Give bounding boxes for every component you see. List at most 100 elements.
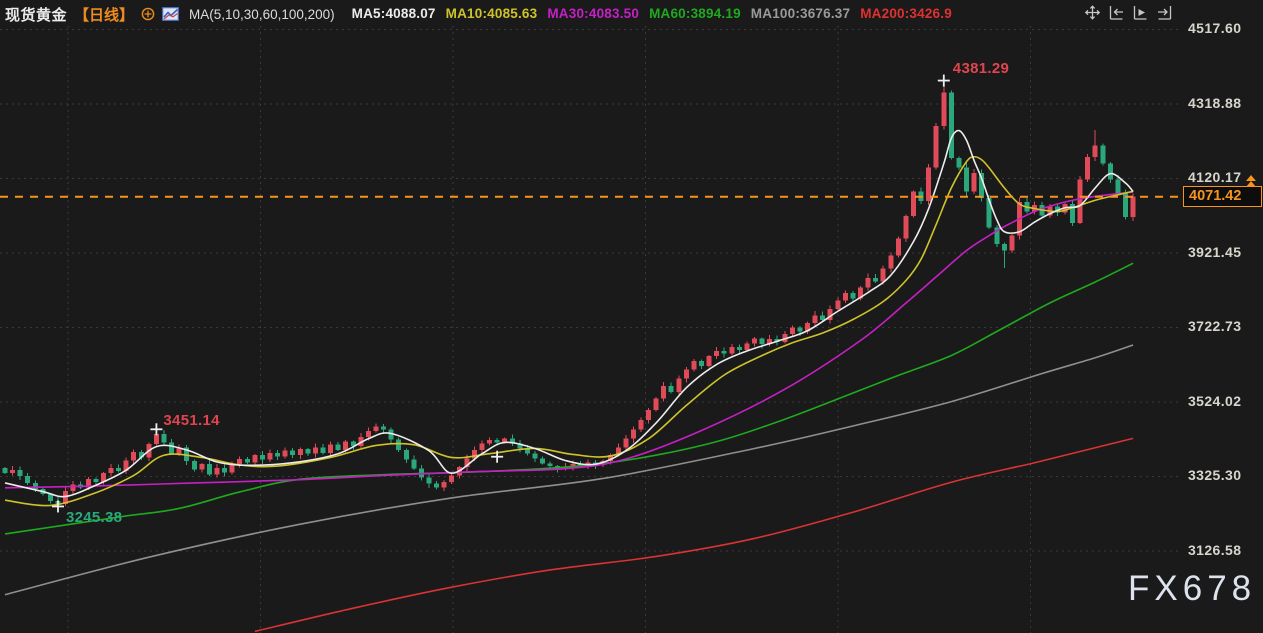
play-forward-icon[interactable]: [1131, 4, 1149, 20]
price-axis[interactable]: 4517.60 4318.88 4120.17 3921.45 3722.73 3524.…: [1188, 0, 1263, 633]
last-price-tag: 4071.42: [1183, 174, 1262, 207]
candle-body: [373, 426, 379, 432]
candle-body: [1001, 244, 1007, 251]
candle-body: [1115, 179, 1121, 194]
candle-body: [153, 434, 159, 444]
candle-body: [365, 431, 371, 438]
candle-body: [237, 458, 243, 465]
candle-body: [169, 442, 175, 454]
candle-body: [2, 467, 8, 473]
candle-body: [623, 438, 629, 448]
candle-body: [903, 216, 909, 239]
candle-body: [789, 327, 795, 335]
candle-body: [403, 449, 409, 460]
candle-body: [805, 322, 811, 332]
axis-tick-label: 4318.88: [1188, 94, 1242, 111]
candle-body: [676, 378, 682, 393]
candle-body: [850, 292, 856, 299]
candle-body: [320, 447, 326, 453]
candle-body: [842, 292, 848, 301]
candle-body: [956, 157, 962, 168]
chart-toolbar: [1083, 4, 1173, 20]
candle-body: [138, 452, 144, 458]
ma-value-ma30: MA30:4083.50: [547, 6, 640, 21]
candle-body: [699, 361, 705, 366]
axis-tick-label: 3524.02: [1188, 392, 1242, 409]
candle-body: [744, 343, 750, 350]
ma-line-ma10: [4, 155, 1134, 507]
candle-body: [736, 347, 742, 350]
candle-body: [434, 483, 440, 488]
candle-body: [494, 439, 500, 443]
candle-body: [335, 444, 341, 450]
candle-body: [835, 300, 841, 310]
candle-body: [297, 449, 303, 455]
ma-line-ma5: [4, 129, 1134, 498]
candle-body: [797, 327, 803, 332]
ma-formula-label: MA(5,10,30,60,100,200): [189, 6, 335, 22]
watermark: FX678: [1128, 569, 1257, 608]
candle-body: [827, 309, 833, 321]
candle-body: [282, 450, 288, 457]
candle-body: [532, 453, 538, 459]
candle-body: [979, 172, 985, 199]
candle-body: [176, 447, 182, 454]
candle-body: [911, 191, 917, 217]
ma-value-ma100: MA100:3676.37: [750, 6, 851, 21]
jump-to-latest-icon[interactable]: [1155, 4, 1173, 20]
candle-body: [1070, 204, 1076, 223]
candle-body: [926, 167, 932, 202]
candle-body: [873, 277, 879, 282]
ma-value-ma60: MA60:3894.19: [649, 6, 741, 21]
candle-body: [880, 268, 886, 282]
candle-body: [865, 277, 871, 288]
candle-body: [100, 473, 106, 483]
candle-body: [646, 409, 652, 420]
ma-line-ma100: [4, 344, 1134, 596]
candle-body: [858, 287, 864, 299]
candle-body: [388, 429, 394, 440]
candle-body: [25, 476, 31, 483]
price-up-arrow-icon: [1246, 180, 1256, 187]
candle-body: [994, 227, 1000, 245]
candle-body: [888, 255, 894, 269]
candle-body: [517, 443, 523, 449]
candle-body: [381, 426, 387, 430]
candle-body: [116, 467, 122, 471]
candle-body: [252, 455, 258, 463]
candle-body: [608, 454, 614, 462]
last-price-value: 4071.42: [1189, 187, 1242, 204]
chart-type-icon[interactable]: [162, 7, 179, 21]
candle-body: [668, 386, 674, 393]
candle-body: [131, 452, 137, 461]
candle-body: [229, 464, 235, 473]
symbol-title: 现货黄金: [5, 6, 68, 24]
candle-body: [1130, 196, 1136, 217]
candle-body: [244, 458, 250, 463]
add-circle-icon[interactable]: [141, 7, 155, 21]
candle-body: [729, 347, 735, 354]
candle-body: [752, 338, 758, 344]
candle-body: [85, 479, 91, 488]
move-icon[interactable]: [1083, 4, 1101, 20]
ma-value-ma200: MA200:3426.9: [860, 6, 952, 21]
chart-header: 现货黄金 【日线】 MA(5,10,30,60,100,200) MA5:408…: [5, 3, 952, 25]
ma-value-ma10: MA10:4085.63: [445, 6, 538, 21]
candle-body: [426, 477, 432, 484]
candle-body: [540, 458, 546, 464]
pan-left-icon[interactable]: [1107, 4, 1125, 20]
candle-body: [547, 463, 553, 467]
axis-tick-label: 3126.58: [1188, 541, 1242, 558]
candle-body: [70, 484, 76, 492]
axis-tick-label: 3325.30: [1188, 467, 1242, 484]
candle-body: [32, 482, 38, 489]
candle-body: [524, 448, 530, 454]
candle-body: [343, 441, 349, 450]
candle-body: [206, 464, 212, 475]
candle-body: [570, 464, 576, 468]
candle-body: [502, 438, 508, 443]
candle-body: [199, 464, 205, 470]
candle-body: [986, 198, 992, 228]
